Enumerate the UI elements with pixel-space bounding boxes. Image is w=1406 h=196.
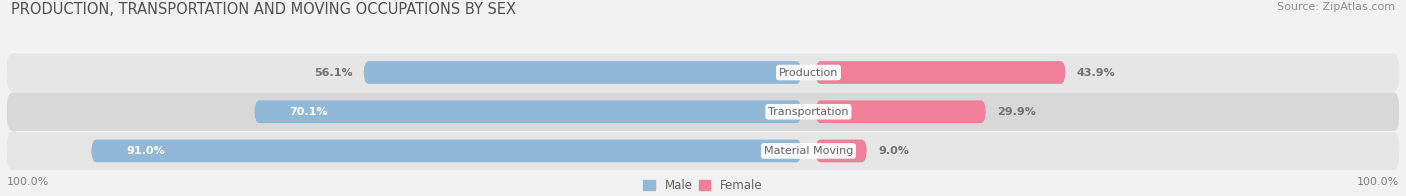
Text: 9.0%: 9.0% [877,146,908,156]
FancyBboxPatch shape [91,140,801,162]
Text: 56.1%: 56.1% [314,67,353,78]
FancyBboxPatch shape [815,140,866,162]
Text: 100.0%: 100.0% [7,177,49,187]
FancyBboxPatch shape [7,132,1399,170]
Text: 70.1%: 70.1% [290,107,328,117]
Text: Transportation: Transportation [768,107,849,117]
Text: Source: ZipAtlas.com: Source: ZipAtlas.com [1277,2,1395,12]
FancyBboxPatch shape [815,61,1066,84]
FancyBboxPatch shape [7,53,1399,92]
FancyBboxPatch shape [7,93,1399,131]
FancyBboxPatch shape [254,100,801,123]
Text: PRODUCTION, TRANSPORTATION AND MOVING OCCUPATIONS BY SEX: PRODUCTION, TRANSPORTATION AND MOVING OC… [11,2,516,17]
Text: Production: Production [779,67,838,78]
Text: 91.0%: 91.0% [127,146,165,156]
Legend: Male, Female: Male, Female [638,174,768,196]
Text: Material Moving: Material Moving [763,146,853,156]
Text: 29.9%: 29.9% [997,107,1036,117]
Text: 43.9%: 43.9% [1077,67,1115,78]
Text: 100.0%: 100.0% [1357,177,1399,187]
FancyBboxPatch shape [815,100,986,123]
FancyBboxPatch shape [364,61,801,84]
